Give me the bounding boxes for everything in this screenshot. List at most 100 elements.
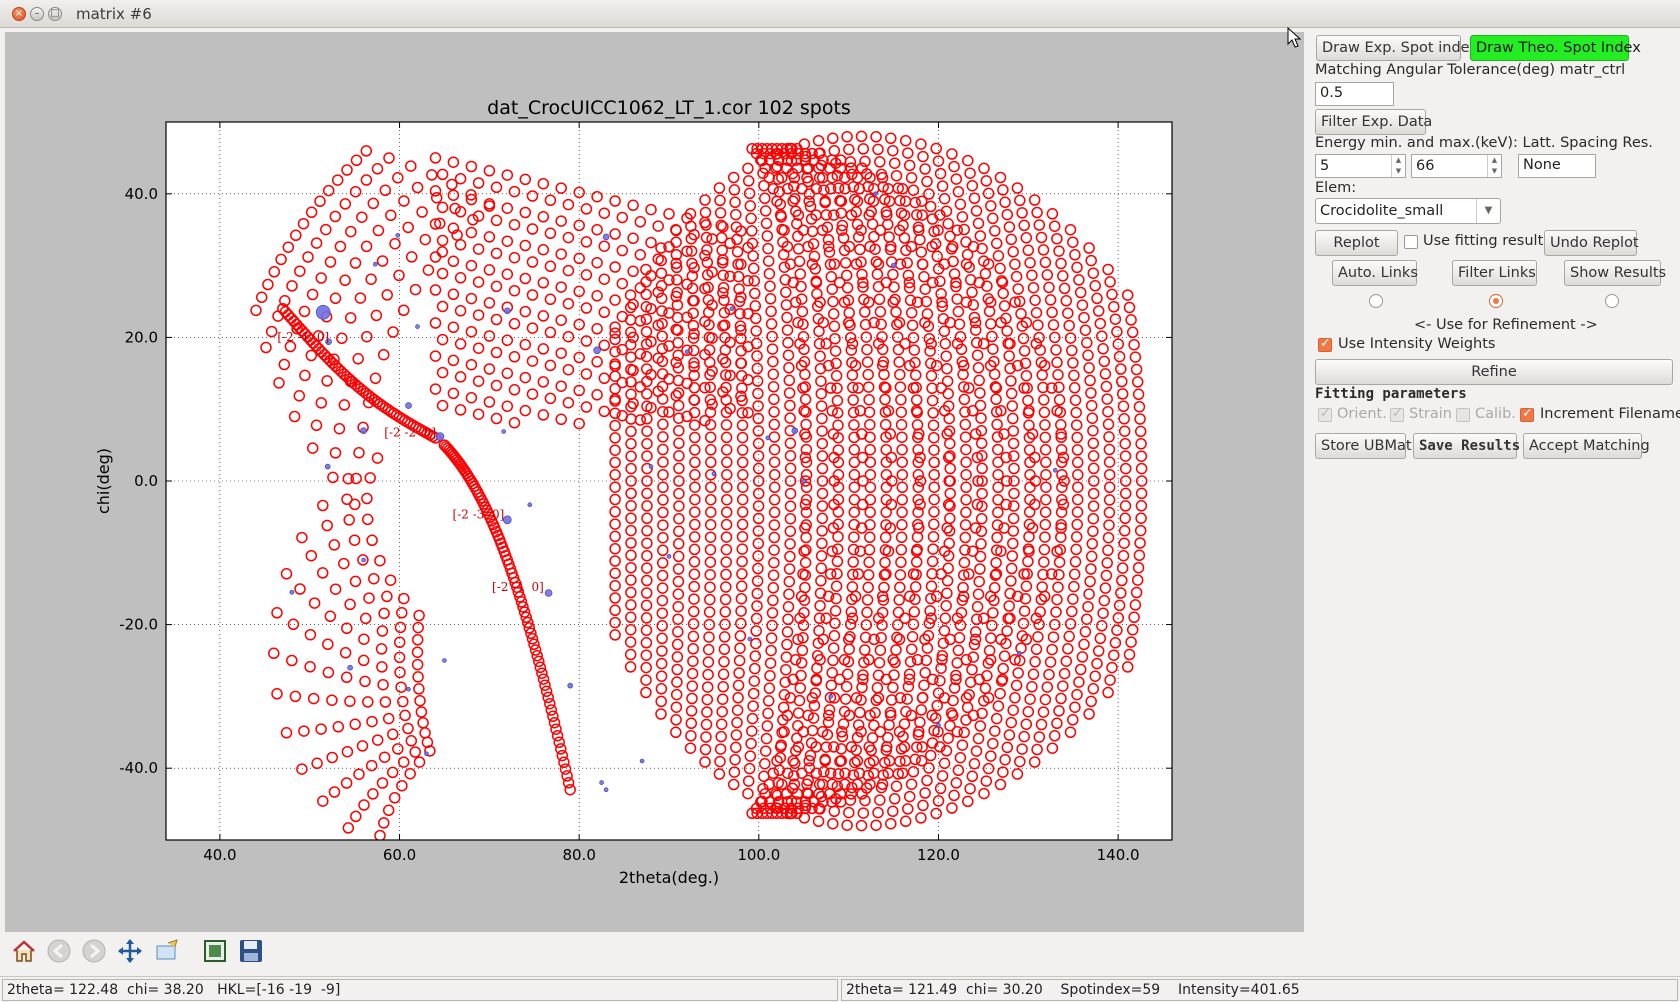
theoretical-spot — [910, 545, 923, 557]
zoom-icon[interactable] — [154, 938, 180, 964]
minimize-window-button[interactable]: – — [30, 7, 44, 21]
replot-button[interactable]: Replot — [1315, 230, 1398, 256]
refine-button[interactable]: Refine — [1315, 359, 1673, 385]
theoretical-spot — [562, 198, 575, 211]
pan-icon[interactable] — [117, 938, 143, 964]
latt-spacing-input[interactable]: None — [1518, 154, 1596, 178]
draw-theo-spot-index-button[interactable]: Draw Theo. Spot Index — [1470, 35, 1641, 61]
theoretical-spot — [1007, 246, 1019, 258]
theoretical-spot — [829, 345, 842, 357]
filter-exp-data-button[interactable]: Filter Exp. Data — [1315, 109, 1432, 135]
maximize-window-button[interactable]: □ — [48, 7, 62, 21]
theoretical-spot — [926, 673, 939, 686]
theoretical-spot — [716, 693, 729, 705]
theoretical-spot — [519, 404, 532, 417]
theoretical-spot — [901, 257, 913, 269]
theoretical-spot — [255, 291, 268, 304]
orient-checkbox[interactable] — [1318, 406, 1332, 422]
theoretical-spot — [297, 217, 310, 230]
theoretical-spot — [1035, 356, 1048, 369]
plot-canvas[interactable]: 40.0 60.0 80.0 100.0 120.0 140.0 40.0 20.0 0.0 -2… — [5, 32, 1304, 932]
use-intensity-weights-checkbox[interactable] — [1318, 336, 1332, 352]
theoretical-spot — [875, 631, 887, 644]
theoretical-spot — [1039, 506, 1052, 518]
theoretical-spot — [960, 692, 973, 704]
theoretical-spot — [828, 741, 840, 753]
theoretical-spot — [799, 393, 812, 406]
store-ubmat-button[interactable]: Store UBMat — [1315, 433, 1412, 459]
theoretical-spot — [392, 172, 404, 184]
theoretical-spot — [652, 352, 664, 364]
theoretical-spot — [879, 393, 891, 406]
home-icon[interactable] — [11, 938, 37, 964]
theoretical-spot — [413, 756, 426, 768]
status-left: 2theta= 122.48 chi= 38.20 HKL=[-16 -19 -… — [2, 979, 838, 1001]
theoretical-spot — [970, 745, 983, 757]
theoretical-spot — [928, 481, 940, 493]
theoretical-spot — [1119, 437, 1131, 450]
theoretical-spot — [894, 368, 906, 381]
theoretical-spot — [768, 531, 781, 544]
theoretical-spot — [846, 356, 858, 369]
draw-exp-spot-index-button[interactable]: Draw Exp. Spot index — [1316, 35, 1478, 61]
theoretical-spot — [412, 621, 424, 634]
close-window-button[interactable]: × — [12, 7, 26, 21]
theoretical-spot — [824, 382, 837, 394]
theoretical-spot — [1039, 419, 1051, 431]
theoretical-spot — [909, 369, 922, 381]
accept-matching-button[interactable]: Accept Matching — [1523, 433, 1650, 459]
save-icon[interactable] — [238, 938, 264, 964]
theoretical-spot — [764, 280, 776, 292]
theoretical-spot — [465, 189, 477, 201]
elem-select[interactable]: Crocidolite_small ▼ — [1315, 198, 1501, 224]
auto-links-button[interactable]: Auto. Links — [1332, 260, 1418, 286]
theoretical-spot — [732, 692, 744, 704]
theoretical-spot — [1125, 636, 1137, 648]
energy-min-spinbox[interactable]: 5 ▲ ▼ — [1315, 154, 1406, 178]
back-icon[interactable] — [46, 938, 72, 964]
theoretical-spot — [449, 202, 461, 215]
theoretical-spot — [1048, 730, 1061, 742]
refinement-radio-auto-links[interactable] — [1369, 294, 1383, 308]
theoretical-spot — [764, 293, 777, 305]
filter-links-button[interactable]: Filter Links — [1452, 260, 1537, 286]
scatter-plot[interactable]: 40.0 60.0 80.0 100.0 120.0 140.040.020.00.0-2… — [5, 32, 1304, 932]
subplots-icon[interactable] — [202, 938, 228, 964]
theoretical-spot — [744, 750, 757, 762]
theoretical-spot — [995, 405, 1007, 417]
theoretical-spot — [1100, 569, 1113, 582]
theoretical-spot — [531, 649, 543, 662]
spin-arrows-icon[interactable]: ▲ ▼ — [1487, 155, 1501, 177]
theoretical-spot — [1070, 531, 1083, 543]
spin-arrows-icon[interactable]: ▲ ▼ — [1391, 155, 1405, 177]
theoretical-spot — [705, 506, 717, 518]
plot-toolbar — [0, 934, 1310, 968]
theoretical-spot — [670, 261, 683, 274]
theoretical-spot — [932, 155, 945, 167]
undo-replot-button[interactable]: Undo Replot — [1544, 230, 1639, 256]
strain-checkbox[interactable] — [1390, 406, 1404, 422]
tolerance-input[interactable]: 0.5 — [1315, 82, 1394, 106]
theoretical-spot — [436, 300, 449, 313]
save-results-button[interactable]: Save Results — [1413, 433, 1520, 459]
show-results-button[interactable]: Show Results — [1564, 260, 1666, 286]
theoretical-spot — [999, 196, 1011, 209]
theoretical-spot — [1094, 632, 1107, 645]
theoretical-spot — [378, 751, 391, 763]
refinement-radio-filter-links[interactable] — [1489, 294, 1503, 308]
refinement-radio-show-results[interactable] — [1605, 294, 1619, 308]
forward-icon[interactable] — [81, 938, 107, 964]
theoretical-spot — [746, 142, 758, 155]
calib-checkbox[interactable] — [1456, 408, 1470, 422]
theoretical-spot — [963, 689, 975, 701]
theoretical-spot — [655, 683, 668, 695]
theoretical-spot — [736, 506, 749, 518]
theoretical-spot — [827, 642, 840, 654]
energy-max-spinbox[interactable]: 66 ▲ ▼ — [1411, 154, 1502, 178]
elem-value: Crocidolite_small — [1320, 203, 1444, 219]
tolerance-label: Matching Angular Tolerance(deg) matr_ctr… — [1315, 62, 1626, 78]
chevron-down-icon[interactable]: ▼ — [1476, 199, 1500, 223]
theoretical-spot — [1087, 462, 1100, 475]
use-fitting-results-checkbox[interactable] — [1404, 235, 1418, 249]
increment-filename-checkbox[interactable] — [1520, 406, 1534, 422]
